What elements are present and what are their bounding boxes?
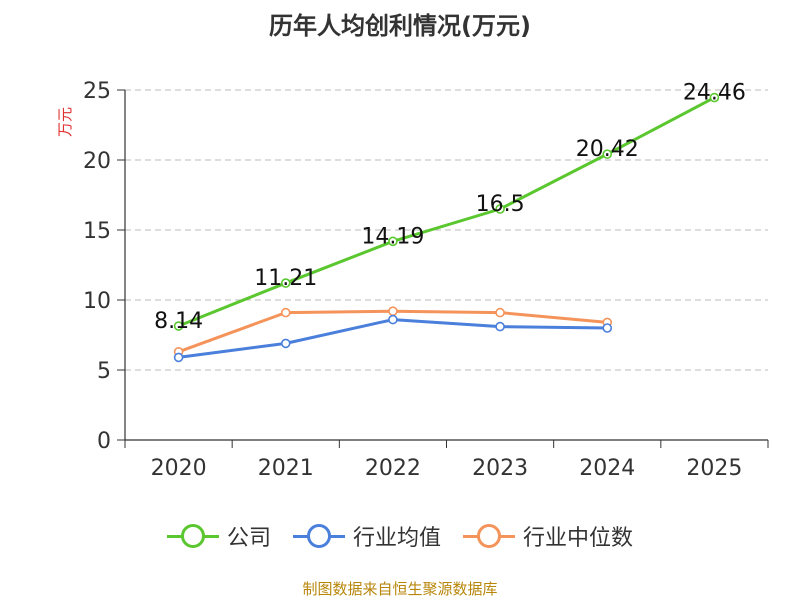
legend-item-industry-mean[interactable]: 行业均值 — [292, 520, 441, 552]
data-point-0-2025 — [709, 92, 720, 103]
data-point-0-2024 — [602, 149, 613, 159]
legend-label-industry-mean: 行业均值 — [352, 526, 441, 551]
data-point-0-2021 — [280, 278, 291, 288]
legend-label-company: 公司 — [226, 526, 271, 551]
data-point-1-2022 — [388, 314, 398, 325]
grid-lines — [125, 89, 768, 371]
y-tick-label: 10 — [83, 289, 111, 314]
data-label-2022: 14.19 — [361, 224, 424, 249]
series-line-0 — [178, 96, 716, 328]
data-point-0-2023 — [495, 204, 505, 214]
legend-swatch-industry-mean — [292, 524, 345, 548]
series — [173, 92, 720, 363]
legend: 公司 行业均值 行业中位数 — [0, 520, 800, 552]
chart-title: 历年人均创利情况(万元) — [269, 12, 531, 40]
y-tick-label: 25 — [83, 79, 111, 104]
y-tick-label: 20 — [83, 149, 111, 174]
data-label-2023: 16.5 — [476, 192, 525, 217]
data-point-0-2020 — [173, 321, 184, 331]
data-point-1-2023 — [495, 321, 505, 332]
legend-swatch-industry-median — [463, 524, 515, 548]
x-tick-label-2020: 2020 — [151, 456, 207, 481]
data-point-1-2021 — [280, 338, 291, 349]
data-label-2025: 24.46 — [683, 81, 746, 106]
data-point-1-2020 — [173, 352, 184, 363]
data-point-0-2022 — [388, 236, 398, 247]
data-point-1-2024 — [602, 323, 613, 333]
y-tick-label: 0 — [97, 429, 111, 454]
legend-item-company[interactable]: 公司 — [166, 520, 271, 552]
data-labels: 8.14 11.21 14.19 16.5 20.42 24.46 — [154, 81, 746, 334]
x-tick-label-2025: 2025 — [686, 456, 742, 481]
x-tick-label-2024: 2024 — [579, 456, 635, 481]
x-tick-label-2023: 2023 — [472, 456, 528, 481]
legend-label-industry-median: 行业中位数 — [523, 526, 634, 551]
y-tick-label: 15 — [83, 219, 111, 244]
data-label-2024: 20.42 — [576, 137, 639, 162]
legend-swatch-company — [166, 524, 219, 548]
data-label-2021: 11.21 — [254, 266, 317, 291]
y-axis-label: 万元 — [56, 107, 74, 137]
data-label-2020: 8.14 — [154, 309, 203, 334]
legend-item-industry-median[interactable]: 行业中位数 — [463, 520, 633, 552]
x-tick-label-2022: 2022 — [365, 456, 421, 481]
x-tick-label-2021: 2021 — [258, 456, 314, 481]
series-line-1 — [178, 318, 608, 359]
y-tick-label: 5 — [97, 359, 111, 384]
source-note: 制图数据来自恒生聚源数据库 — [302, 580, 498, 598]
data-point-2-2021 — [280, 307, 291, 318]
data-point-2-2022 — [388, 306, 398, 317]
data-point-2-2023 — [495, 307, 505, 318]
